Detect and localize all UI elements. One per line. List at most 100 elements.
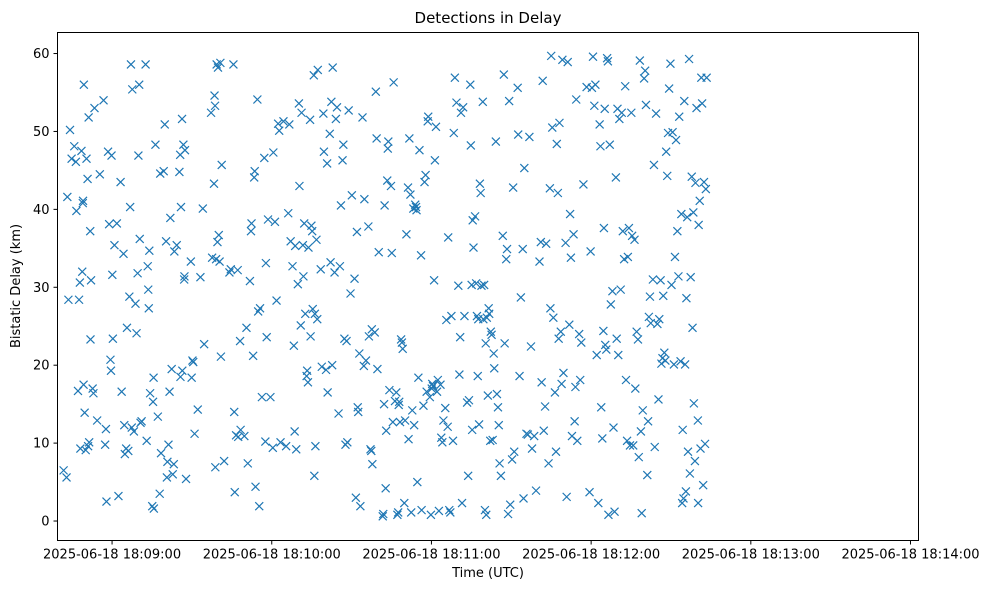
data-point: [393, 508, 403, 517]
data-point: [394, 400, 404, 410]
data-point: [127, 84, 137, 94]
data-point: [656, 275, 666, 285]
data-point: [137, 416, 147, 426]
data-point: [378, 509, 388, 519]
data-point: [268, 443, 278, 453]
data-point: [545, 183, 555, 193]
data-point: [325, 129, 335, 139]
data-point: [273, 119, 283, 129]
data-point: [628, 441, 638, 450]
data-point: [513, 83, 523, 93]
data-point: [644, 312, 654, 322]
data-point: [612, 334, 622, 344]
data-point: [132, 328, 141, 338]
data-point: [165, 387, 174, 397]
data-point: [181, 474, 191, 484]
data-point: [213, 63, 223, 72]
data-point: [84, 113, 94, 122]
data-point: [609, 423, 618, 432]
data-point: [372, 134, 382, 143]
data-point: [312, 314, 322, 324]
data-point: [420, 177, 429, 187]
data-point: [404, 134, 414, 143]
data-point: [257, 392, 267, 402]
data-point: [600, 104, 610, 114]
data-point: [483, 391, 493, 401]
data-point: [601, 345, 611, 355]
data-point: [669, 359, 679, 369]
data-point: [395, 417, 405, 427]
data-point: [78, 196, 88, 206]
data-point: [691, 178, 700, 188]
data-point: [428, 381, 438, 391]
data-point: [438, 416, 448, 425]
data-point: [164, 440, 173, 450]
data-point: [90, 103, 99, 113]
data-point: [230, 487, 240, 497]
data-point: [124, 292, 134, 302]
data-point: [108, 334, 118, 344]
data-point: [141, 60, 151, 69]
data-point: [536, 237, 546, 247]
data-point: [381, 483, 391, 493]
data-point: [595, 120, 605, 129]
data-point: [387, 248, 397, 258]
data-point: [590, 80, 600, 90]
data-point: [491, 137, 501, 147]
data-point: [681, 486, 691, 496]
data-point: [593, 498, 603, 508]
data-point: [259, 153, 269, 163]
data-point: [524, 132, 534, 142]
data-point: [347, 190, 357, 200]
data-point: [455, 332, 465, 342]
data-point: [148, 397, 158, 407]
data-point: [235, 336, 245, 346]
data-point: [296, 321, 306, 330]
data-point: [309, 471, 319, 481]
x-axis: 2025-06-18 18:09:00 2025-06-18 18:10:00 20…: [43, 540, 980, 563]
data-point: [169, 459, 179, 469]
data-point: [622, 436, 632, 446]
data-point: [310, 441, 320, 451]
data-point: [403, 183, 413, 192]
data-point: [358, 113, 367, 122]
data-point: [119, 249, 128, 259]
data-point: [229, 407, 239, 417]
data-point: [177, 114, 187, 124]
data-point: [101, 424, 111, 434]
data-point: [352, 227, 362, 237]
data-point: [426, 510, 436, 520]
data-point: [621, 375, 631, 385]
data-point: [346, 289, 355, 298]
data-point: [144, 246, 154, 256]
data-point: [123, 446, 133, 456]
data-point: [210, 91, 219, 101]
data-point: [338, 155, 347, 165]
data-point: [131, 299, 140, 309]
data-point: [155, 489, 165, 499]
data-point: [289, 341, 299, 351]
data-point: [133, 151, 143, 161]
data-point: [598, 326, 608, 336]
data-point: [679, 494, 688, 503]
data-point: [565, 209, 575, 219]
data-point: [661, 147, 671, 157]
data-point: [416, 250, 426, 260]
data-point: [338, 140, 348, 150]
data-point: [198, 204, 208, 214]
data-point: [83, 174, 92, 184]
data-point: [645, 292, 655, 302]
data-point: [195, 272, 205, 282]
data-point: [156, 448, 166, 458]
data-point: [585, 487, 594, 497]
data-point: [541, 239, 551, 249]
data-point: [106, 355, 115, 365]
data-point: [495, 458, 505, 468]
data-point: [110, 240, 119, 250]
data-point: [297, 108, 306, 118]
data-point: [564, 320, 574, 330]
data-point: [167, 364, 177, 374]
data-point: [77, 267, 87, 277]
